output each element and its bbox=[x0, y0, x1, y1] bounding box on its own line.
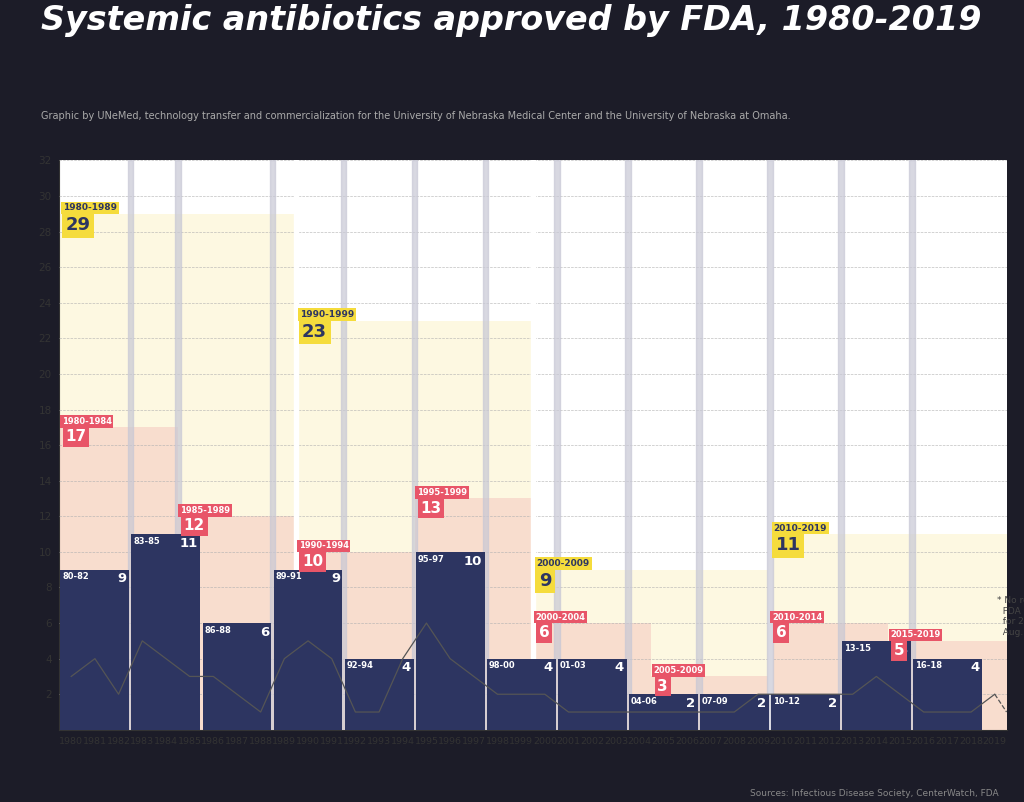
Bar bbox=[554, 160, 559, 730]
Bar bbox=[175, 160, 180, 730]
Text: 9: 9 bbox=[118, 573, 127, 585]
Bar bbox=[696, 160, 701, 730]
Text: 01-03: 01-03 bbox=[559, 662, 587, 670]
Text: 2: 2 bbox=[757, 697, 766, 710]
Bar bbox=[416, 552, 484, 730]
Text: 6: 6 bbox=[260, 626, 269, 638]
Text: 5: 5 bbox=[899, 643, 908, 657]
Text: 13: 13 bbox=[421, 500, 441, 516]
Bar bbox=[558, 658, 627, 730]
Text: 98-00: 98-00 bbox=[488, 662, 515, 670]
Text: Sources: Infectious Disease Society, CenterWatch, FDA: Sources: Infectious Disease Society, Cen… bbox=[750, 789, 998, 798]
Text: 9: 9 bbox=[539, 572, 551, 589]
Text: 2000-2009: 2000-2009 bbox=[537, 559, 590, 569]
Bar bbox=[345, 658, 414, 730]
Bar bbox=[625, 160, 631, 730]
Bar bbox=[629, 695, 697, 730]
Text: 1990-1999: 1990-1999 bbox=[300, 310, 354, 319]
Text: 1985-1989: 1985-1989 bbox=[180, 506, 230, 515]
Text: 6: 6 bbox=[776, 626, 786, 640]
Text: 2015-2019: 2015-2019 bbox=[891, 630, 941, 639]
Text: 2010-2019: 2010-2019 bbox=[773, 524, 826, 533]
Text: 2000-2004: 2000-2004 bbox=[536, 613, 586, 622]
Text: 13-15: 13-15 bbox=[844, 643, 870, 653]
Bar bbox=[294, 160, 298, 730]
Text: 2010-2014: 2010-2014 bbox=[772, 613, 822, 622]
Text: 10-12: 10-12 bbox=[773, 697, 800, 706]
Text: 80-82: 80-82 bbox=[62, 573, 89, 581]
Bar bbox=[131, 534, 201, 730]
Text: Systemic antibiotics approved by FDA, 1980-2019: Systemic antibiotics approved by FDA, 19… bbox=[41, 4, 981, 37]
Bar bbox=[838, 160, 844, 730]
Text: 10: 10 bbox=[302, 554, 324, 569]
Bar bbox=[768, 160, 772, 730]
Bar bbox=[767, 160, 773, 730]
Text: 16-18: 16-18 bbox=[914, 662, 942, 670]
Text: 4: 4 bbox=[614, 662, 625, 674]
Text: 95-97: 95-97 bbox=[418, 554, 444, 564]
Text: 9: 9 bbox=[331, 573, 340, 585]
Bar bbox=[531, 160, 535, 730]
Bar bbox=[341, 160, 346, 730]
Text: 04-06: 04-06 bbox=[631, 697, 657, 706]
Text: 1995-1999: 1995-1999 bbox=[417, 488, 467, 497]
Bar bbox=[909, 160, 914, 730]
Text: 23: 23 bbox=[302, 322, 327, 341]
Text: 29: 29 bbox=[66, 216, 90, 234]
Text: Graphic by UNeMed, technology transfer and commercialization for the University : Graphic by UNeMed, technology transfer a… bbox=[41, 111, 791, 120]
Bar bbox=[482, 160, 488, 730]
Bar bbox=[412, 160, 418, 730]
Text: 11: 11 bbox=[776, 537, 801, 554]
Text: 10: 10 bbox=[464, 554, 482, 568]
Bar bbox=[203, 623, 271, 730]
Bar bbox=[269, 160, 275, 730]
Text: 2: 2 bbox=[828, 697, 838, 710]
Text: 2: 2 bbox=[686, 697, 695, 710]
Text: 17: 17 bbox=[66, 429, 86, 444]
Text: 5: 5 bbox=[894, 643, 905, 658]
Bar bbox=[771, 695, 840, 730]
Text: 11: 11 bbox=[179, 537, 198, 549]
Text: 4: 4 bbox=[544, 662, 553, 674]
Bar bbox=[486, 658, 556, 730]
Text: 4: 4 bbox=[401, 662, 411, 674]
Text: 89-91: 89-91 bbox=[275, 573, 302, 581]
Bar bbox=[273, 569, 342, 730]
Text: * No reported
  FDA approvals
  for 2020, as of
  Aug. 1: * No reported FDA approvals for 2020, as… bbox=[997, 597, 1024, 637]
Text: 92-94: 92-94 bbox=[346, 662, 374, 670]
Bar bbox=[699, 695, 769, 730]
Text: 3: 3 bbox=[657, 678, 668, 694]
Text: 6: 6 bbox=[539, 626, 550, 640]
Text: 4: 4 bbox=[970, 662, 979, 674]
Text: 83-85: 83-85 bbox=[133, 537, 160, 545]
Text: 2005-2009: 2005-2009 bbox=[653, 666, 703, 675]
Text: 86-88: 86-88 bbox=[205, 626, 231, 634]
Bar bbox=[913, 658, 982, 730]
Text: 07-09: 07-09 bbox=[701, 697, 728, 706]
Bar bbox=[842, 641, 910, 730]
Text: 1980-1984: 1980-1984 bbox=[61, 417, 112, 426]
Text: 1980-1989: 1980-1989 bbox=[62, 204, 117, 213]
Bar bbox=[128, 160, 133, 730]
Text: 12: 12 bbox=[183, 518, 205, 533]
Bar bbox=[60, 569, 129, 730]
Text: 1990-1994: 1990-1994 bbox=[299, 541, 348, 550]
